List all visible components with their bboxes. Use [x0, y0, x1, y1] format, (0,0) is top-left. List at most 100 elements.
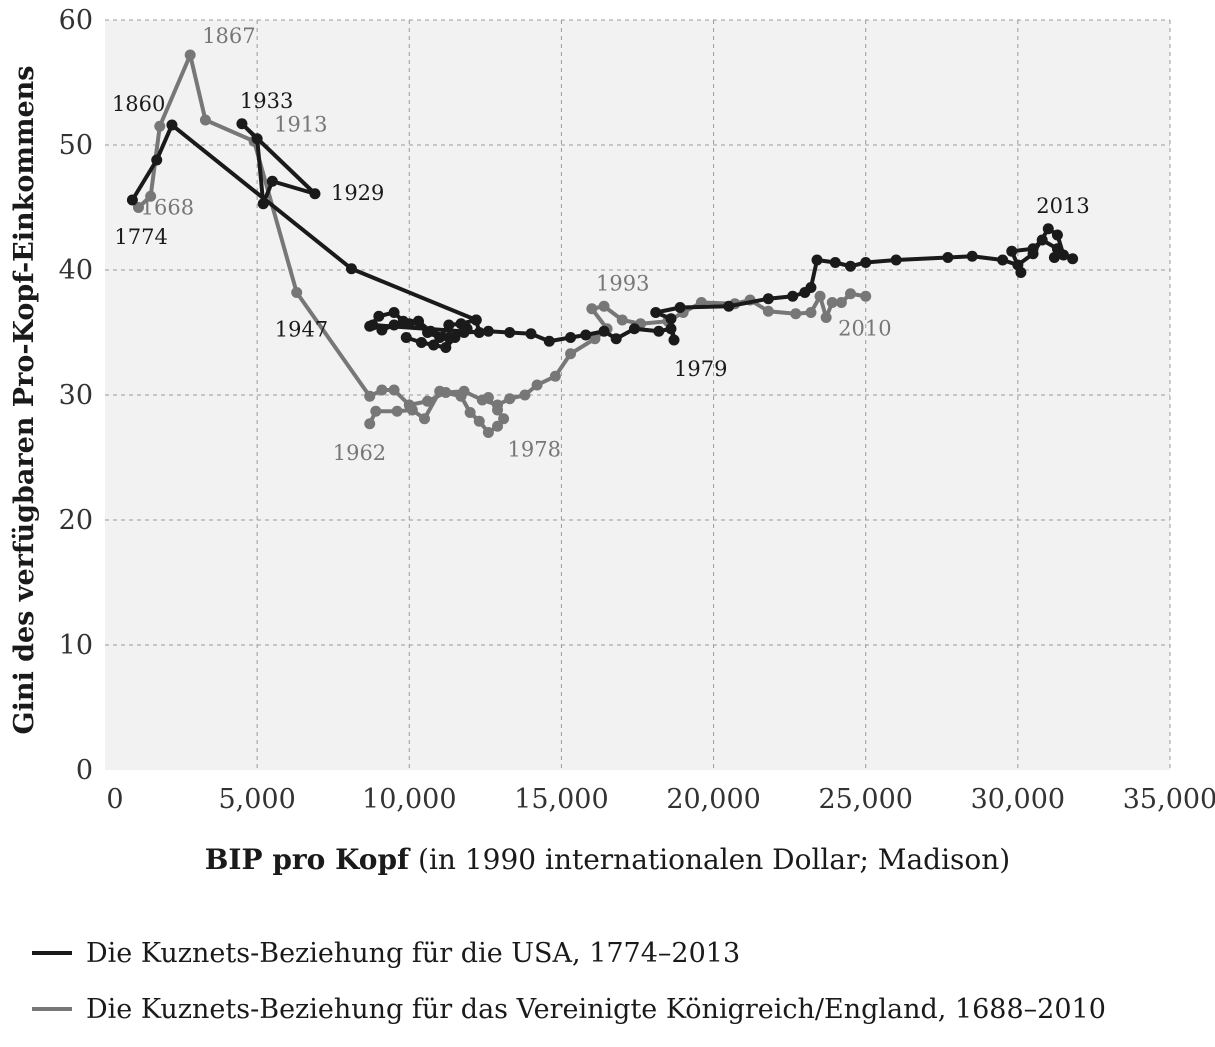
series-usa-point [415, 337, 427, 348]
series-uk-point [184, 49, 196, 61]
annotation-1913: 1913 [274, 112, 327, 136]
series-uk-point [492, 420, 504, 432]
series-usa-point [543, 335, 555, 347]
y-tick-label: 0 [76, 755, 93, 786]
series-usa-point [811, 254, 823, 266]
legend-label-usa: Die Kuznets-Beziehung für die USA, 1774–… [86, 937, 741, 969]
series-uk-point [132, 202, 144, 213]
y-tick-label: 60 [59, 5, 93, 36]
series-uk-point [419, 413, 430, 425]
series-uk-point [826, 297, 838, 308]
annotation-2013: 2013 [1036, 194, 1089, 218]
series-uk-point [820, 312, 832, 323]
series-usa-point [598, 325, 610, 337]
series-uk-point [835, 297, 847, 308]
series-usa-point [653, 325, 665, 337]
series-uk-point [434, 385, 446, 397]
series-uk-point [154, 120, 166, 132]
series-usa-point [665, 323, 677, 335]
series-usa-point [787, 290, 799, 302]
annotation-1979: 1979 [674, 357, 727, 381]
series-usa-point [434, 332, 446, 343]
series-usa-point [266, 175, 278, 187]
series-usa-point [309, 188, 321, 200]
series-usa-point [674, 302, 686, 313]
annotation-2010: 2010 [838, 317, 891, 341]
series-usa-point [1027, 243, 1039, 255]
y-axis-label: Gini des verfügbaren Pro-Kopf-Einkommens [9, 66, 40, 735]
series-usa-point [650, 307, 662, 318]
series-usa-point [461, 323, 473, 335]
y-axis-ticks: 0 10 20 30 40 50 60 [59, 5, 93, 786]
legend-label-uk: Die Kuznets-Beziehung für das Vereinigte… [86, 993, 1106, 1025]
series-uk-point [860, 290, 872, 302]
legend-swatch-uk [32, 1007, 72, 1011]
series-usa-point [345, 263, 357, 275]
series-uk-point [455, 390, 467, 402]
annotation-1860: 1860 [112, 92, 165, 116]
series-usa-point [373, 310, 385, 322]
series-usa-point [470, 314, 482, 326]
series-usa-point [257, 198, 269, 210]
series-usa-point [829, 257, 841, 268]
series-usa-point [166, 119, 178, 131]
series-usa-point [251, 133, 263, 145]
series-usa-point [610, 333, 622, 345]
series-uk-point [790, 308, 802, 320]
x-tick-label: 25,000 [818, 784, 912, 815]
series-usa-point [151, 154, 163, 166]
series-uk-point [482, 427, 494, 438]
annotation-1993: 1993 [596, 271, 649, 295]
series-uk-point [370, 405, 382, 417]
x-tick-label: 20,000 [666, 784, 760, 815]
annotation-1962: 1962 [333, 441, 386, 465]
series-usa-point [236, 118, 248, 130]
series-layer [126, 49, 1079, 438]
x-axis-label: BIP pro Kopf (in 1990 internationalen Do… [0, 843, 1215, 876]
series-usa-point [860, 257, 872, 268]
x-axis-label-bold: BIP pro Kopf [204, 843, 410, 876]
x-tick-label: 10,000 [362, 784, 456, 815]
y-tick-label: 10 [59, 630, 93, 661]
series-usa-point [440, 342, 452, 353]
series-usa-point [942, 252, 954, 263]
series-usa-point [412, 315, 424, 327]
series-usa-point [890, 254, 902, 266]
series-uk-point [492, 404, 504, 416]
legend-swatch-usa [32, 951, 72, 955]
series-usa-point [400, 332, 412, 343]
series-usa-point [723, 300, 735, 312]
series-uk-point [482, 392, 494, 403]
series-uk-point [565, 348, 577, 360]
series-usa-loop [368, 310, 477, 340]
series-uk-point [473, 415, 485, 427]
y-tick-label: 20 [59, 505, 93, 536]
series-uk-point [145, 190, 157, 202]
series-usa-point [762, 293, 774, 305]
y-tick-label: 40 [59, 255, 93, 286]
series-usa-point [1067, 253, 1079, 265]
series-uk-point [762, 305, 774, 317]
x-tick-label: 35,000 [1123, 784, 1215, 815]
series-usa-point [665, 313, 677, 325]
series-uk-point [616, 314, 628, 326]
series-usa-point [364, 320, 376, 332]
series-uk-point [199, 114, 211, 126]
x-axis-label-rest: (in 1990 internationalen Dollar; Madison… [418, 843, 1011, 876]
series-usa-point [388, 307, 400, 318]
series-usa-point [1048, 252, 1060, 263]
series-usa-point [1015, 267, 1027, 278]
series-usa-point [473, 327, 485, 338]
series-usa-point [1006, 245, 1018, 257]
series-usa-point [805, 282, 817, 293]
annotation-1867: 1867 [202, 24, 255, 48]
series-uk [132, 49, 872, 438]
series-uk-point [531, 379, 543, 391]
x-tick-label: 0 [106, 784, 123, 815]
series-usa-point [525, 328, 537, 340]
series-usa-point [1036, 234, 1048, 246]
series-uk-point [498, 413, 510, 425]
series-usa-point [428, 339, 440, 351]
series-usa-point [966, 250, 978, 262]
series-uk-point [376, 384, 388, 396]
